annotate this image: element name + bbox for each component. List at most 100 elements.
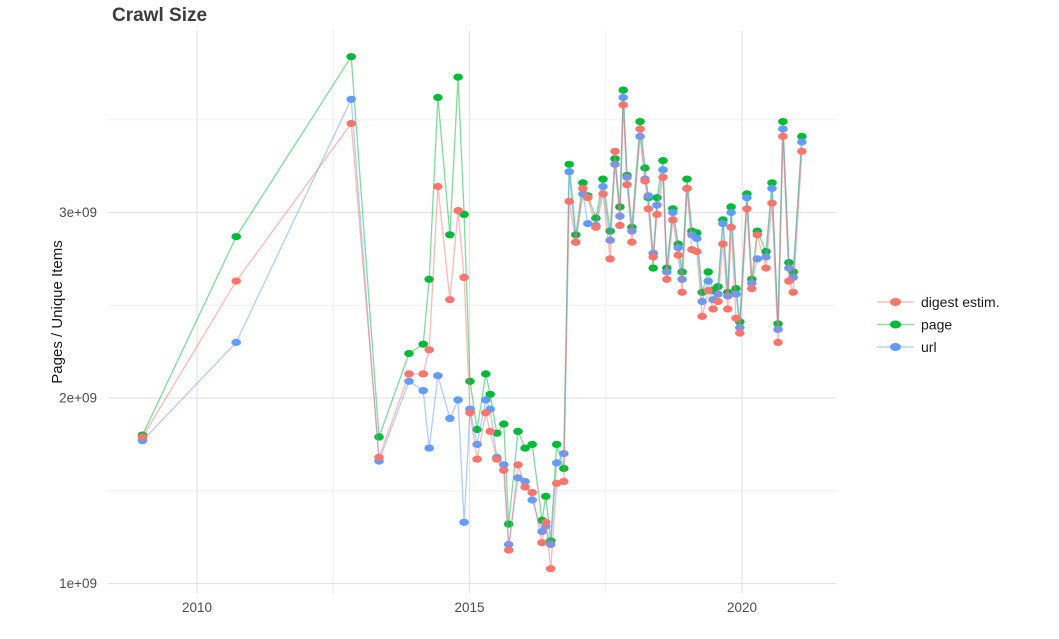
data-point-url <box>231 338 241 346</box>
data-point-page <box>635 118 645 126</box>
data-point-digest-estim <box>559 477 569 486</box>
data-point-page <box>640 164 650 172</box>
data-point-digest-estim <box>231 277 241 285</box>
data-point-url <box>453 396 463 404</box>
data-point-digest-estim <box>682 184 692 192</box>
data-point-page <box>564 160 574 168</box>
data-point-digest-estim <box>692 247 702 256</box>
data-point-url <box>433 372 443 380</box>
data-point-page <box>445 231 455 239</box>
data-point-url <box>513 474 523 482</box>
data-point-digest-estim <box>742 205 752 213</box>
data-point-page <box>541 492 551 500</box>
data-point-url <box>797 138 807 146</box>
data-point-digest-estim <box>605 255 615 263</box>
data-point-url <box>658 166 668 174</box>
data-point-digest-estim <box>627 238 637 246</box>
data-point-page <box>797 132 807 140</box>
data-point-page <box>703 268 713 276</box>
data-point-url <box>481 396 491 404</box>
data-point-digest-estim <box>708 305 718 313</box>
x-tick-label: 2020 <box>727 600 757 615</box>
data-point-digest-estim <box>752 231 763 239</box>
data-point-page <box>658 157 668 165</box>
data-point-url <box>564 168 574 176</box>
legend-label-digest-estim: digest estim. <box>921 294 1000 310</box>
y-axis-title: Pages / Unique Items <box>49 240 66 383</box>
data-point-digest-estim <box>761 264 771 272</box>
data-point-digest-estim <box>668 216 678 224</box>
data-point-page <box>682 175 692 183</box>
data-point-url <box>673 244 683 252</box>
data-point-digest-estim <box>635 125 645 133</box>
data-point-url <box>652 201 662 209</box>
data-point-page <box>767 179 777 187</box>
data-point-digest-estim <box>578 184 588 192</box>
data-point-digest-estim <box>703 286 713 294</box>
legend-key-point-page <box>890 320 901 329</box>
data-point-url <box>527 496 537 504</box>
legend: digest estim. page url <box>877 294 1000 355</box>
data-point-url <box>726 208 736 217</box>
data-point-digest-estim <box>418 370 429 378</box>
data-point-digest-estim <box>453 207 463 215</box>
data-point-page <box>424 275 435 283</box>
data-point-page <box>433 93 443 102</box>
data-point-digest-estim <box>485 427 496 435</box>
data-point-page <box>648 264 658 272</box>
data-point-digest-estim <box>784 277 794 285</box>
data-point-url <box>703 277 713 285</box>
data-point-digest-estim <box>735 329 745 337</box>
data-point-digest-estim <box>673 251 683 259</box>
data-point-url <box>445 414 455 422</box>
data-point-digest-estim <box>652 210 662 218</box>
data-point-digest-estim <box>677 288 687 296</box>
data-point-digest-estim <box>615 221 625 230</box>
y-tick-label: 2e+09 <box>59 391 97 406</box>
data-point-digest-estim <box>788 288 798 296</box>
data-point-digest-estim <box>778 132 788 140</box>
data-point-url <box>424 444 435 452</box>
data-point-page <box>481 370 491 378</box>
data-point-digest-estim <box>598 190 608 198</box>
data-point-page <box>231 233 241 241</box>
data-point-digest-estim <box>591 223 601 231</box>
data-point-url <box>718 220 728 228</box>
legend-item-url: url <box>877 339 937 355</box>
data-point-digest-estim <box>643 205 654 213</box>
series-page <box>137 53 807 545</box>
data-point-digest-estim <box>662 275 672 283</box>
data-point-url <box>668 208 678 217</box>
data-point-digest-estim <box>545 565 556 573</box>
data-point-url <box>418 387 429 395</box>
data-point-page <box>578 179 588 187</box>
data-point-digest-estim <box>513 461 523 469</box>
data-point-url <box>627 227 637 235</box>
data-point-digest-estim <box>571 238 581 246</box>
legend-key-point-url <box>890 343 901 351</box>
grid-minor-layer <box>108 30 836 594</box>
legend-item-digest-estim: digest estim. <box>877 294 1000 310</box>
data-point-digest-estim <box>137 433 148 441</box>
data-point-url <box>767 184 777 192</box>
data-point-digest-estim <box>747 285 757 293</box>
data-point-page <box>520 444 530 452</box>
data-point-digest-estim <box>527 489 537 497</box>
data-point-digest-estim <box>424 346 435 354</box>
data-point-digest-estim <box>520 483 530 491</box>
data-point-url <box>583 220 593 228</box>
data-point-url <box>778 125 788 133</box>
data-point-digest-estim <box>492 455 502 463</box>
data-point-digest-estim <box>472 455 482 463</box>
data-point-url <box>598 182 608 191</box>
data-point-digest-estim <box>583 194 593 202</box>
data-point-digest-estim <box>713 297 723 306</box>
data-point-page <box>418 340 429 348</box>
data-point-digest-estim <box>459 273 469 281</box>
x-axis-tick-labels: 2010 2015 2020 <box>182 600 757 615</box>
data-point-page <box>453 73 463 81</box>
data-point-digest-estim <box>404 370 414 378</box>
grid-major-layer <box>108 30 836 594</box>
